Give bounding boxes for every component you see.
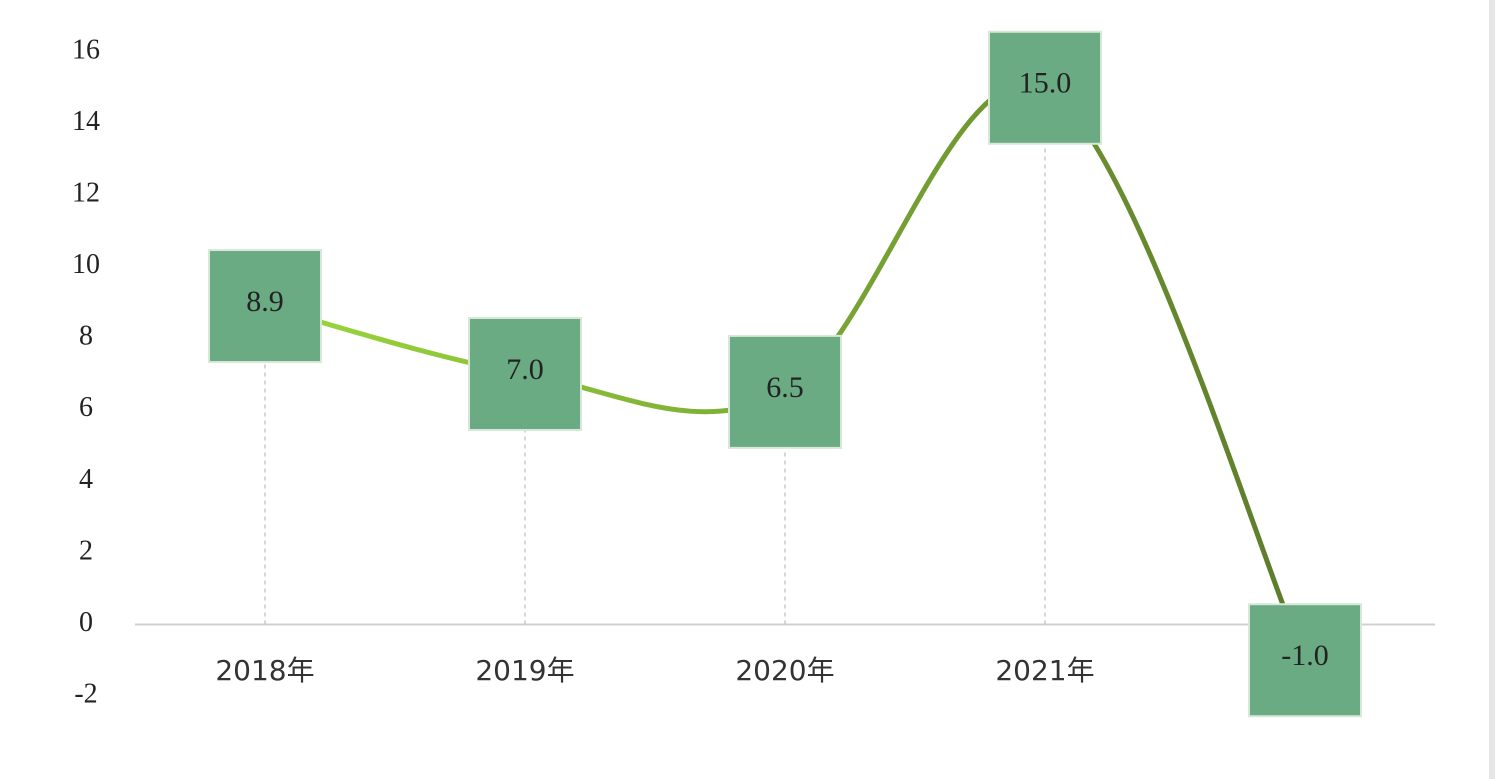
- data-label: 7.0: [506, 353, 544, 386]
- label-box: [1248, 603, 1362, 718]
- y-tick-label: 4: [79, 464, 93, 495]
- y-tick-label: 8: [79, 321, 93, 352]
- label-box: [728, 334, 842, 449]
- y-tick-label: 0: [79, 607, 93, 638]
- x-tick-label: 2021年: [995, 654, 1094, 687]
- data-label: 8.9: [246, 285, 284, 318]
- y-tick-label: 16: [72, 34, 100, 65]
- x-tick-label: 2020年: [735, 654, 834, 687]
- x-tick-label: 2019年: [475, 654, 574, 687]
- y-tick-label: 6: [79, 392, 93, 423]
- y-tick-label: -2: [74, 678, 97, 709]
- label-box: [988, 30, 1102, 145]
- y-tick-label: 10: [72, 249, 100, 280]
- data-label: -1.0: [1281, 639, 1329, 672]
- label-box: [208, 249, 322, 364]
- y-tick-label: 12: [72, 178, 100, 209]
- frame-edge: [1489, 0, 1495, 779]
- data-label: 15.0: [1019, 67, 1072, 100]
- label-box: [468, 317, 582, 431]
- y-tick-label: 14: [72, 106, 100, 137]
- data-label: 6.5: [766, 371, 804, 404]
- x-tick-label: 2018年: [215, 654, 314, 687]
- y-tick-label: 2: [79, 535, 93, 566]
